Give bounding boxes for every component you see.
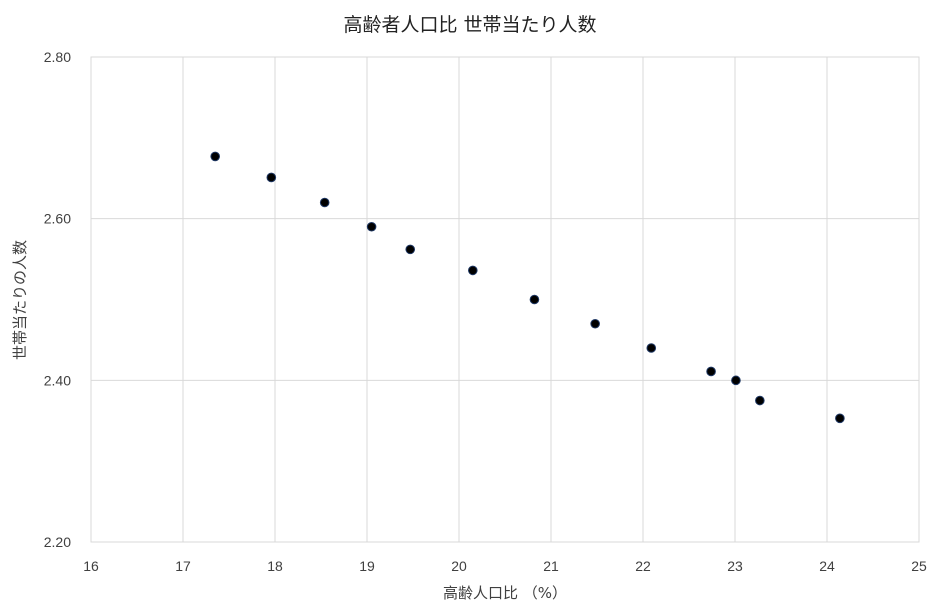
y-tick-label: 2.40 xyxy=(44,372,71,388)
data-point xyxy=(731,375,741,386)
data-point xyxy=(646,343,657,353)
x-tick-label: 17 xyxy=(175,558,191,574)
x-tick-label: 23 xyxy=(727,558,743,574)
x-tick-label: 24 xyxy=(819,558,835,574)
y-axis-label: 世帯当たりの人数 xyxy=(11,240,29,360)
x-axis-ticks: 16 17 18 19 20 21 22 23 24 25 xyxy=(83,558,927,574)
x-tick-label: 21 xyxy=(543,558,559,574)
plot-area xyxy=(90,56,920,543)
data-point xyxy=(210,151,220,162)
y-tick-label: 2.20 xyxy=(44,534,71,550)
x-tick-label: 20 xyxy=(451,558,467,574)
y-tick-label: 2.80 xyxy=(44,49,71,65)
data-point xyxy=(319,197,330,208)
data-point xyxy=(755,395,765,406)
data-point xyxy=(529,294,540,305)
x-tick-label: 16 xyxy=(83,558,99,574)
chart-title: 高齢者人口比 世帯当たり人数 xyxy=(343,14,596,36)
x-tick-label: 19 xyxy=(359,558,375,574)
data-point xyxy=(835,413,845,424)
y-tick-label: 2.60 xyxy=(44,211,71,227)
y-axis-ticks: 2.20 2.40 2.60 2.80 xyxy=(44,49,71,550)
data-point xyxy=(405,244,416,255)
x-axis-label: 高齢人口比 （%） xyxy=(443,584,567,602)
data-point xyxy=(468,265,478,276)
data-point xyxy=(590,318,600,329)
x-tick-label: 25 xyxy=(911,558,927,574)
x-tick-label: 22 xyxy=(635,558,651,574)
data-point xyxy=(366,221,377,232)
data-point xyxy=(266,172,277,183)
data-points xyxy=(210,151,845,424)
x-tick-label: 18 xyxy=(267,558,283,574)
data-point xyxy=(706,366,716,377)
grid xyxy=(90,56,920,543)
